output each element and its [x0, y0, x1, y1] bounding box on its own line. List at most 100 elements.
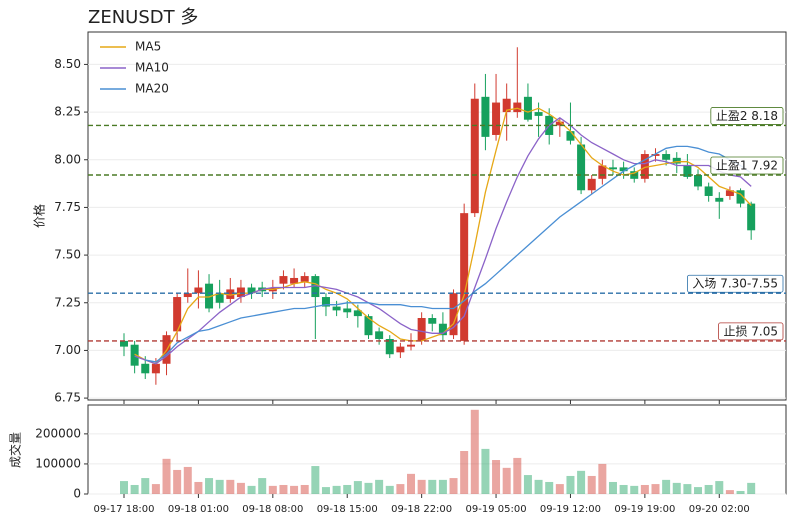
- volume-bar: [672, 482, 681, 494]
- volume-bar: [640, 484, 649, 494]
- volume-bar: [120, 481, 128, 494]
- x-tick-label: 09-18 15:00: [317, 504, 378, 515]
- volume-bar: [130, 484, 139, 494]
- candle-body: [173, 297, 182, 332]
- candle-body: [236, 287, 245, 298]
- candle-body: [747, 203, 756, 231]
- y-tick-label: 7.25: [54, 295, 81, 309]
- volume-bar: [407, 473, 416, 494]
- volume-frame: [87, 404, 787, 495]
- candle-body: [651, 154, 660, 156]
- y-tick-label: 7.50: [54, 248, 81, 262]
- volume-bar: [662, 479, 671, 494]
- legend-label: MA5: [135, 40, 161, 54]
- volume-bar: [747, 482, 756, 494]
- candle-body: [460, 213, 469, 341]
- candle-body: [428, 318, 437, 324]
- candle-body: [725, 190, 734, 196]
- candle-body: [396, 346, 405, 353]
- volume-bar: [311, 466, 320, 494]
- x-tick-label: 09-18 08:00: [242, 504, 303, 515]
- candle-body: [470, 98, 479, 214]
- volume-bar: [268, 485, 277, 494]
- level-label: 入场 7.30-7.55: [692, 277, 778, 291]
- volume-bar: [321, 487, 330, 494]
- level-label: 止损 7.05: [723, 324, 778, 338]
- candle-body: [226, 289, 235, 299]
- volume-bar: [247, 485, 256, 494]
- candle-body: [130, 344, 139, 366]
- y-tick-label: 8.50: [54, 57, 81, 71]
- volume-bar: [470, 409, 479, 494]
- candle-body: [672, 157, 681, 164]
- candle-body: [120, 340, 128, 347]
- volume-bar: [258, 478, 267, 494]
- volume-bar: [343, 484, 352, 494]
- y-tick-label: 200000: [35, 426, 81, 440]
- volume-bar: [332, 485, 341, 494]
- volume-bar: [375, 479, 384, 494]
- volume-bar: [449, 478, 458, 494]
- candle-body: [183, 293, 192, 298]
- candle-body: [523, 96, 532, 120]
- candle-body: [417, 318, 426, 341]
- candle-body: [704, 186, 713, 196]
- volume-bar: [438, 479, 447, 494]
- y-tick-label: 8.00: [54, 152, 81, 166]
- volume-bar: [279, 484, 288, 494]
- candle-body: [407, 344, 416, 347]
- level-label-box: [710, 107, 784, 125]
- candle-body: [141, 363, 150, 374]
- candle-body: [205, 283, 214, 309]
- volume-axis-title: 成交量: [8, 432, 23, 468]
- volume-bar: [173, 469, 182, 494]
- candle-body: [300, 276, 309, 282]
- candle-body: [438, 323, 447, 336]
- candle-body: [215, 293, 224, 303]
- level-label-box: [687, 274, 784, 293]
- volume-bar: [725, 490, 734, 494]
- candle-body: [534, 112, 543, 116]
- y-tick-label: 0: [73, 487, 81, 501]
- volume-bar: [300, 484, 309, 494]
- volume-bar: [226, 479, 235, 494]
- volume-bar: [523, 475, 532, 494]
- candle-body: [321, 297, 330, 307]
- volume-bar: [704, 484, 713, 494]
- volume-bar: [141, 478, 150, 494]
- candle-body: [385, 338, 394, 355]
- volume-bar: [162, 458, 171, 494]
- volume-bar: [715, 481, 724, 494]
- candle-body: [598, 165, 607, 179]
- legend-label: MA20: [135, 82, 169, 96]
- volume-bar: [736, 490, 745, 494]
- candle-body: [513, 102, 522, 113]
- volume-bar: [555, 484, 564, 494]
- volume-bar: [619, 484, 628, 494]
- volume-bar: [577, 470, 586, 494]
- x-tick-label: 09-19 19:00: [614, 504, 675, 515]
- candle-body: [290, 277, 299, 284]
- level-label: 止盈1 7.92: [716, 159, 778, 173]
- candle-body: [247, 287, 256, 294]
- candle-body: [332, 306, 341, 311]
- candle-body: [364, 316, 373, 336]
- volume-bar: [353, 481, 362, 494]
- candle-body: [353, 310, 362, 317]
- level-label-box: [718, 322, 784, 341]
- level-label-box: [710, 156, 784, 175]
- volume-bar: [417, 479, 426, 494]
- y-axis-title: 价格: [32, 204, 47, 228]
- volume-bar: [608, 481, 617, 494]
- candle-body: [619, 167, 628, 172]
- y-tick-label: 100000: [35, 456, 81, 470]
- candle-body: [662, 154, 671, 160]
- candle-body: [343, 308, 352, 313]
- candle-body: [194, 287, 203, 294]
- candle-body: [375, 331, 384, 339]
- volume-bar: [290, 485, 299, 494]
- y-tick-label: 7.00: [54, 343, 81, 357]
- volume-bar: [545, 481, 554, 494]
